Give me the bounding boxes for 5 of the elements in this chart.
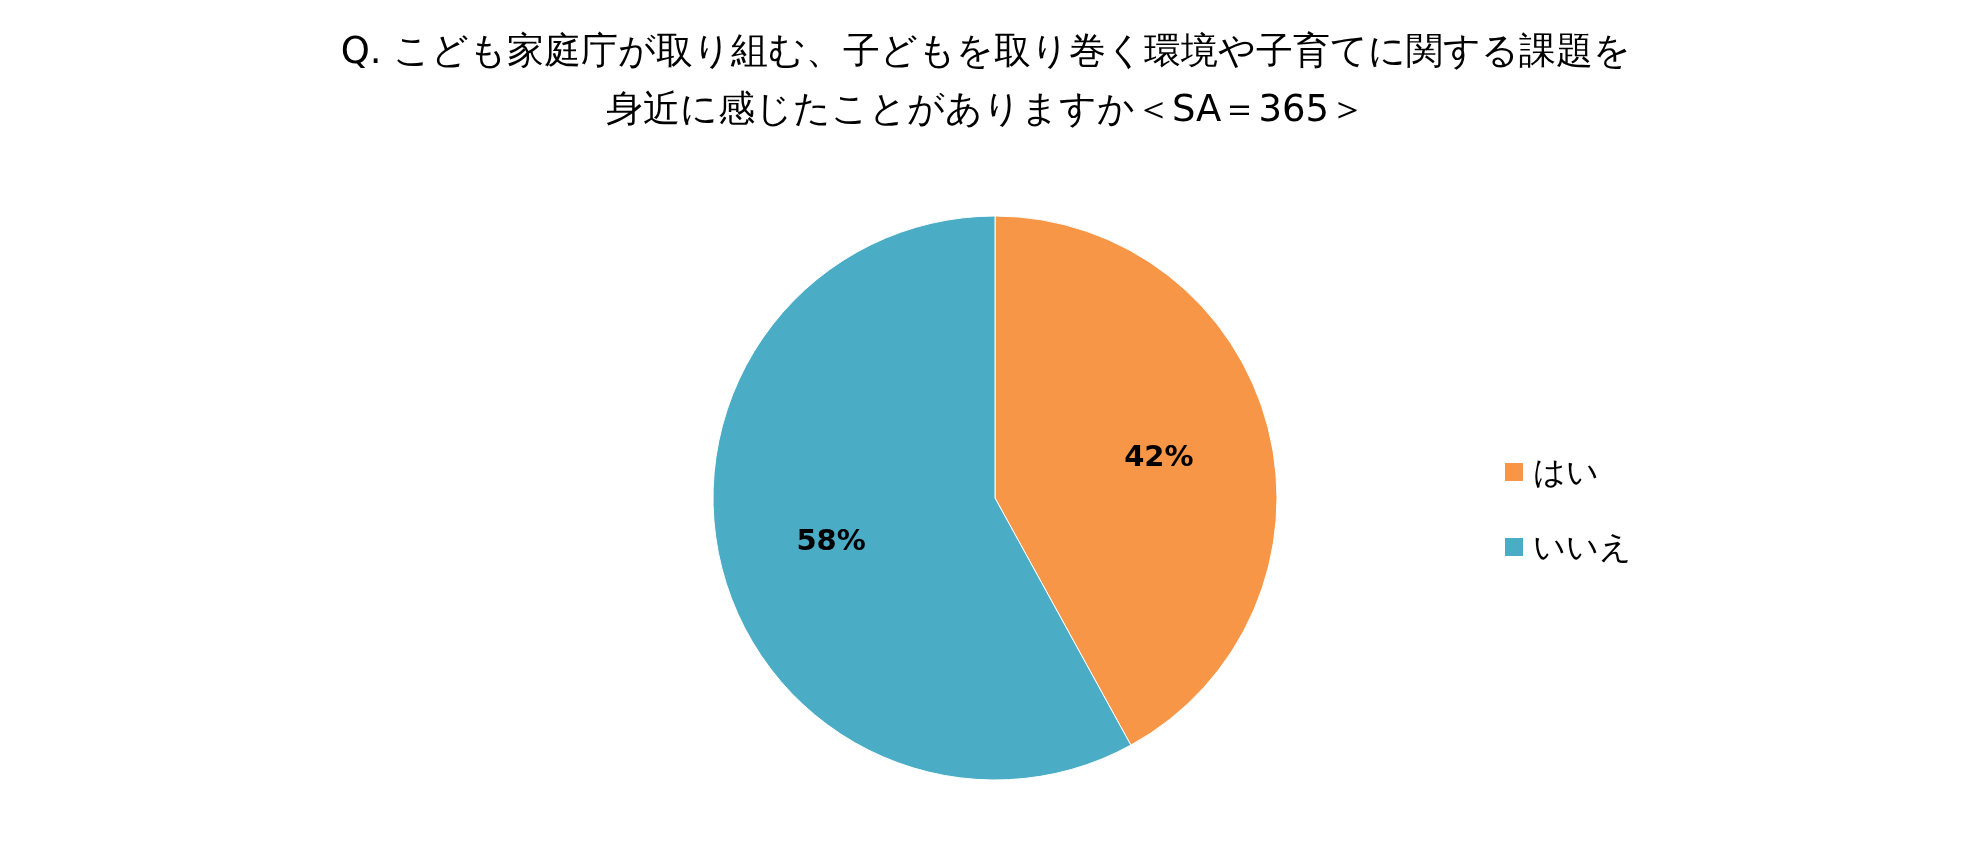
legend-label: いいえ [1533, 528, 1632, 566]
data-label: 58% [796, 523, 866, 558]
data-label: 42% [1124, 438, 1194, 473]
legend-label: はい [1533, 453, 1599, 491]
chart-title: Q. こども家庭庁が取り組む、子どもを取り巻く環境や子育てに関する課題を身近に感じたことがありますか＜SA＝365＞ [339, 28, 1633, 132]
